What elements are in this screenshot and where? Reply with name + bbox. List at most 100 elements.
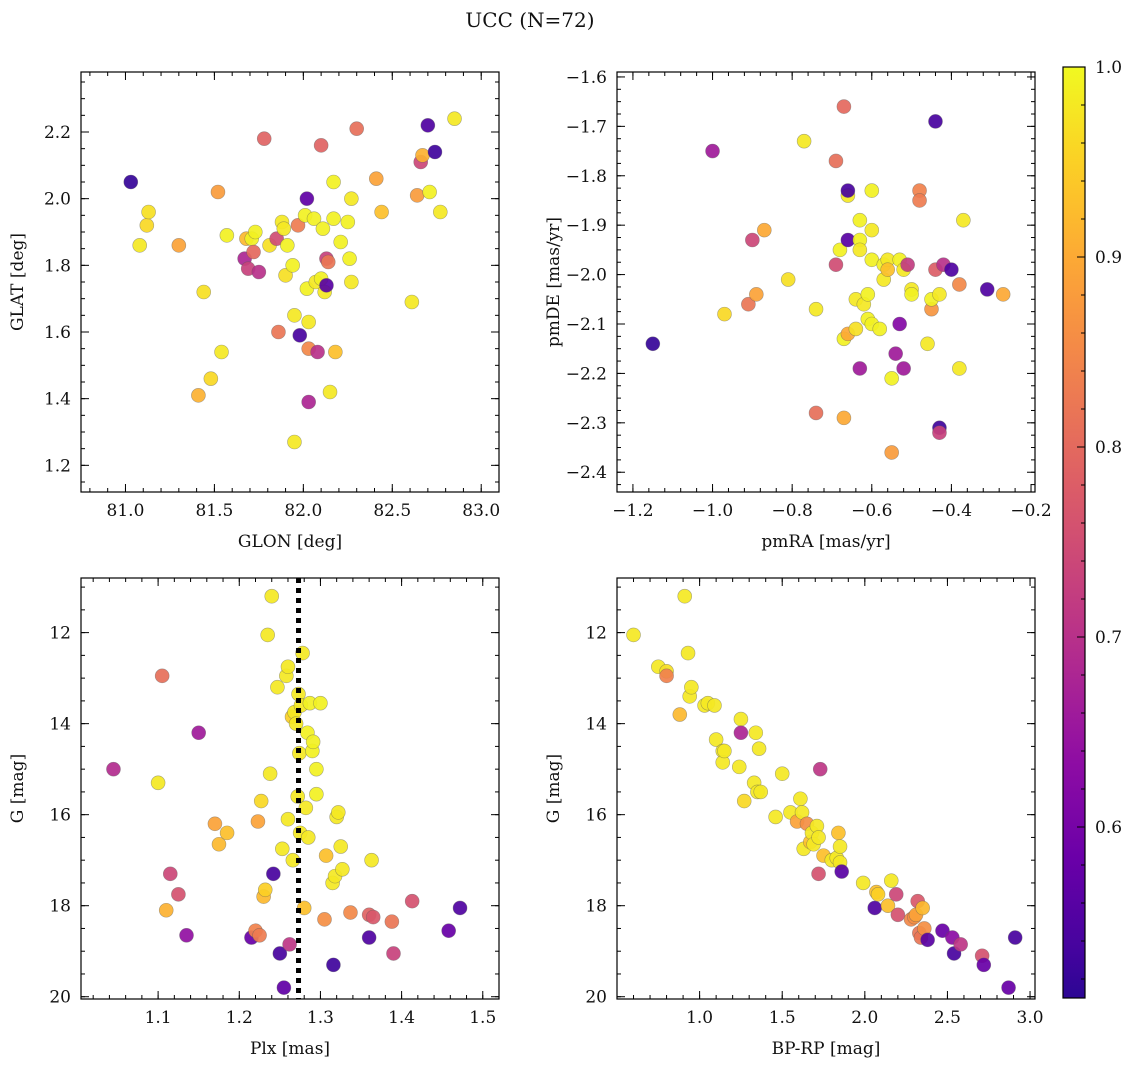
scatter-point (733, 725, 749, 741)
scatter-point (731, 759, 747, 775)
scatter-point (132, 238, 147, 253)
y-tick-label: −2.3 (566, 414, 607, 434)
scatter-point (852, 242, 868, 258)
scatter-point (326, 211, 341, 226)
subplot-grid: 81.0 81.5 82.0 82.5 83.0 1.2 1.4 1.6 1.8 2.0 2.2 GL… (8, 68, 1052, 1059)
scatter-point (278, 268, 293, 283)
scatter-point (912, 193, 927, 208)
subplot-bprp-gmag: 1.0 1.5 2.0 2.5 3.0 12 14 16 18 20 BP-RP [mag] G [m… (544, 577, 1044, 1059)
y-tick-label: −1.8 (566, 167, 607, 187)
scatter-point (343, 905, 358, 920)
axes-frame (80, 71, 500, 493)
y-tick-label: 18 (49, 897, 71, 917)
x-tick-label: 3.0 (1017, 1008, 1044, 1028)
colorbar: 0.6 0.7 0.8 0.9 1.0 (1062, 58, 1122, 999)
scatter-point (361, 930, 377, 945)
scatter-point (404, 893, 420, 909)
y-tick-label: 1.2 (44, 456, 71, 476)
x-tick-label: 2.0 (851, 1008, 878, 1028)
scatter-point (884, 371, 899, 386)
scatter-point (306, 211, 322, 226)
scatter-point (287, 434, 302, 450)
colorbar-gradient (1062, 66, 1086, 999)
scatter-point (1001, 980, 1016, 995)
scatter-point (317, 912, 332, 927)
scatter-point (915, 900, 930, 916)
y-tick-label: 18 (585, 897, 607, 917)
scatter-point (409, 188, 425, 203)
scatter-point (340, 214, 356, 230)
scatter-point (768, 809, 783, 825)
scatter-point (368, 171, 384, 186)
scatter-point (920, 336, 935, 352)
y-tick-label: 2.0 (44, 190, 71, 210)
scatter-point (793, 791, 808, 807)
scatter-point (266, 866, 281, 882)
x-tick-label: −1.2 (612, 501, 653, 521)
colorbar-tick-label: 1.0 (1095, 58, 1122, 78)
axes-frame (616, 577, 1036, 1000)
scatter-point (342, 251, 357, 266)
colorbar-tick-label: 0.8 (1095, 438, 1122, 458)
y-axis-label: pmDE [mas/yr] (544, 217, 564, 347)
scatter-point (415, 148, 430, 163)
scatter-point (751, 741, 767, 756)
scatter-point (717, 306, 732, 322)
scatter-point (659, 668, 674, 684)
scatter-point (672, 707, 688, 722)
colorbar-tick-label: 0.6 (1095, 818, 1122, 838)
scatter-point (852, 212, 868, 228)
scatter-point (326, 957, 341, 973)
scatter-point (280, 659, 296, 675)
scatter-point (364, 852, 379, 868)
scatter-point (855, 875, 871, 891)
scatter-point (741, 296, 756, 312)
x-tick-label: 1.0 (686, 1008, 713, 1028)
x-tick-label: 1.2 (226, 1008, 253, 1028)
scatter-point (680, 645, 696, 661)
scatter-point (831, 825, 846, 841)
scatter-point (207, 816, 223, 832)
scatter-point (840, 183, 856, 198)
scatter-point (256, 131, 272, 146)
x-tick-label: 2.5 (934, 1008, 961, 1028)
scatter-point (944, 262, 959, 277)
scatter-point (932, 287, 947, 302)
scatter-point (888, 346, 903, 361)
colorbar-tick-label: 0.9 (1095, 248, 1122, 268)
scatter-point (270, 679, 285, 695)
scatter-point (808, 301, 824, 317)
scatter-point (404, 294, 420, 310)
scatter-point (995, 287, 1011, 302)
scatter-point (748, 725, 764, 741)
scatter-point (890, 907, 906, 923)
y-tick-label: 1.8 (44, 256, 71, 276)
scatter-point (248, 224, 263, 240)
y-tick-label: −2.0 (566, 266, 607, 286)
scatter-point (756, 222, 772, 238)
scatter-point (952, 361, 967, 376)
scatter-point (282, 937, 297, 952)
scatter-point (828, 257, 844, 273)
scatter-point (251, 264, 267, 280)
y-tick-label: 16 (49, 806, 71, 826)
scatter-point (335, 861, 350, 877)
scatter-point (374, 204, 389, 220)
scatter-points (123, 111, 462, 450)
scatter-point (171, 238, 187, 253)
scatter-point (452, 900, 468, 916)
scatter-point (952, 277, 967, 292)
scatter-point (864, 183, 880, 198)
x-tick-label: −0.4 (931, 501, 972, 521)
y-axis-label: G [mag] (8, 754, 28, 823)
scatter-point (904, 287, 919, 302)
scatter-point (139, 218, 155, 233)
scatter-point (867, 900, 883, 916)
scatter-point (1007, 930, 1023, 945)
scatter-point (280, 811, 296, 827)
x-tick-label: 1.5 (469, 1008, 496, 1028)
scatter-point (326, 174, 341, 190)
scatter-point (344, 274, 359, 290)
scatter-point (203, 371, 219, 386)
